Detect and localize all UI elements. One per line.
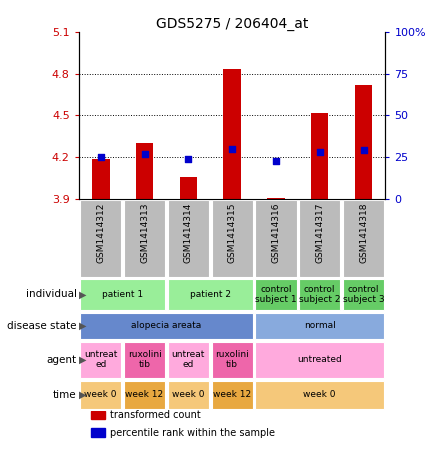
Bar — [299, 200, 340, 277]
Title: GDS5275 / 206404_at: GDS5275 / 206404_at — [156, 17, 308, 31]
Bar — [299, 279, 340, 310]
Text: agent: agent — [46, 355, 77, 365]
Bar — [255, 342, 384, 378]
Bar — [80, 342, 121, 378]
Text: GSM1414318: GSM1414318 — [359, 203, 368, 263]
Bar — [136, 143, 153, 199]
Text: control
subject 2: control subject 2 — [299, 285, 340, 304]
Bar — [255, 381, 384, 410]
Bar — [212, 200, 253, 277]
Text: control
subject 1: control subject 1 — [255, 285, 297, 304]
Text: untreat
ed: untreat ed — [84, 350, 117, 369]
Bar — [124, 381, 165, 410]
Text: week 0: week 0 — [172, 390, 205, 400]
Text: ▶: ▶ — [79, 289, 86, 299]
Text: untreat
ed: untreat ed — [172, 350, 205, 369]
Bar — [124, 342, 165, 378]
Bar — [80, 200, 121, 277]
Bar — [311, 112, 328, 199]
Text: control
subject 3: control subject 3 — [343, 285, 385, 304]
Bar — [91, 411, 105, 419]
Text: ruxolini
tib: ruxolini tib — [127, 350, 162, 369]
Text: GSM1414315: GSM1414315 — [228, 203, 237, 263]
Bar — [180, 177, 197, 199]
Text: time: time — [53, 390, 77, 400]
Bar — [80, 381, 121, 410]
Bar — [267, 198, 285, 199]
Text: week 12: week 12 — [213, 390, 251, 400]
Text: ▶: ▶ — [79, 355, 86, 365]
Text: transformed count: transformed count — [110, 410, 200, 420]
Point — [141, 150, 148, 158]
Text: ▶: ▶ — [79, 390, 86, 400]
Bar — [223, 69, 241, 199]
Text: ruxolini
tib: ruxolini tib — [215, 350, 249, 369]
Point — [97, 154, 104, 161]
Text: week 12: week 12 — [125, 390, 164, 400]
Text: patient 1: patient 1 — [102, 290, 143, 299]
Bar — [168, 381, 209, 410]
Bar — [92, 159, 110, 199]
Bar — [355, 85, 372, 199]
Bar — [168, 279, 253, 310]
Text: alopecia areata: alopecia areata — [131, 321, 201, 330]
Text: individual: individual — [26, 289, 77, 299]
Text: normal: normal — [304, 321, 336, 330]
Bar — [255, 313, 384, 339]
Bar — [80, 279, 165, 310]
Text: GSM1414316: GSM1414316 — [272, 203, 280, 263]
Bar — [212, 381, 253, 410]
Text: patient 2: patient 2 — [190, 290, 231, 299]
Text: GSM1414317: GSM1414317 — [315, 203, 324, 263]
Point — [229, 145, 236, 152]
Text: percentile rank within the sample: percentile rank within the sample — [110, 428, 275, 438]
Bar — [343, 200, 384, 277]
Bar — [168, 342, 209, 378]
Text: GSM1414312: GSM1414312 — [96, 203, 105, 263]
Text: GSM1414314: GSM1414314 — [184, 203, 193, 263]
Point — [360, 147, 367, 154]
Bar — [80, 313, 253, 339]
Text: GSM1414313: GSM1414313 — [140, 203, 149, 263]
Text: untreated: untreated — [297, 355, 342, 364]
Bar — [124, 200, 165, 277]
Bar — [343, 279, 384, 310]
Bar — [255, 279, 297, 310]
Bar — [91, 429, 105, 437]
Bar — [168, 200, 209, 277]
Point — [316, 149, 323, 156]
Bar — [212, 342, 253, 378]
Point — [272, 157, 279, 164]
Bar — [255, 200, 297, 277]
Text: week 0: week 0 — [304, 390, 336, 400]
Point — [185, 155, 192, 163]
Text: week 0: week 0 — [85, 390, 117, 400]
Text: ▶: ▶ — [79, 321, 86, 331]
Text: disease state: disease state — [7, 321, 77, 331]
